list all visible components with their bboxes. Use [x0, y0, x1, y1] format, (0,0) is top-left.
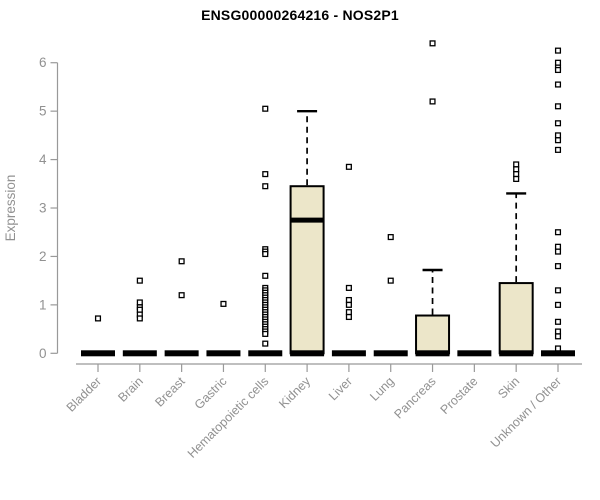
- outlier-point: [554, 103, 562, 110]
- outlier-point: [178, 258, 185, 265]
- outlier-point: [178, 292, 185, 299]
- outlier-point: [554, 345, 562, 352]
- outlier-point: [554, 59, 562, 66]
- boxplot-zero-bar: [248, 350, 283, 357]
- outlier-point: [513, 175, 520, 183]
- outlier-point: [554, 328, 562, 335]
- y-tick-label: 2: [39, 249, 47, 264]
- outlier-point: [262, 105, 269, 112]
- outlier-point: [554, 248, 562, 255]
- outlier-point: [220, 300, 227, 307]
- boxplot-zero-bar: [457, 350, 492, 357]
- x-tick-label: Pancreas: [391, 374, 438, 421]
- y-tick-label: 6: [39, 55, 47, 70]
- boxplot-zero-bar: [206, 350, 241, 357]
- outlier-point: [262, 272, 269, 279]
- x-tick-label: Hematopoietic cells: [185, 374, 272, 461]
- outlier-point: [136, 306, 143, 313]
- outlier-point: [345, 309, 352, 316]
- x-tick-label: Liver: [326, 374, 355, 403]
- outlier-point: [513, 171, 520, 178]
- boxplot-zero-bar: [81, 350, 115, 357]
- outlier-point: [554, 137, 562, 144]
- boxplot-box: [498, 282, 534, 355]
- outlier-point: [554, 81, 562, 88]
- boxplot-zero-bar: [540, 350, 575, 357]
- x-tick-label: Lung: [367, 374, 397, 404]
- boxplot-zero-bar: [164, 350, 199, 357]
- outlier-point: [136, 277, 143, 284]
- outlier-point: [345, 296, 352, 304]
- outlier-point: [262, 340, 269, 347]
- x-tick-label: Brain: [115, 374, 146, 405]
- y-axis-title: Expression: [3, 175, 18, 242]
- x-tick-label: Kidney: [276, 374, 313, 411]
- y-tick-label: 4: [39, 152, 47, 167]
- boxplot-zero-bar: [290, 350, 325, 357]
- y-tick-label: 3: [39, 201, 47, 216]
- x-tick-label: Prostate: [438, 374, 481, 417]
- outlier-point: [513, 161, 520, 168]
- boxplot-box: [415, 314, 451, 355]
- outlier-point: [429, 98, 436, 105]
- outlier-point: [387, 277, 394, 284]
- boxplot-zero-bar: [499, 350, 534, 357]
- outlier-point: [345, 301, 352, 308]
- outlier-point: [262, 330, 269, 337]
- x-tick-label: Breast: [152, 374, 188, 410]
- boxplot-median: [290, 217, 325, 223]
- outlier-point: [345, 284, 352, 291]
- outlier-point: [387, 234, 394, 241]
- outlier-point: [554, 120, 562, 127]
- outlier-point: [262, 171, 269, 178]
- boxplot-zero-bar: [415, 350, 450, 357]
- outlier-point: [554, 47, 562, 54]
- outlier-point: [554, 287, 562, 294]
- y-tick-label: 5: [39, 104, 47, 119]
- outlier-point: [345, 163, 352, 170]
- outlier-point: [554, 301, 562, 308]
- chart-title: ENSG00000264216 - NOS2P1: [201, 7, 399, 23]
- boxplot-box: [289, 185, 325, 355]
- boxplot-zero-bar: [373, 350, 408, 357]
- outlier-point: [94, 315, 102, 322]
- outlier-point: [136, 299, 143, 306]
- outlier-point: [554, 333, 562, 340]
- outlier-point: [262, 250, 269, 258]
- outlier-point: [554, 263, 562, 270]
- x-tick-label: Skin: [495, 374, 522, 401]
- outlier-point: [345, 313, 352, 321]
- x-tick-label: Gastric: [192, 374, 230, 412]
- x-tick-label: Bladder: [64, 374, 104, 414]
- y-tick-label: 1: [39, 297, 47, 312]
- outlier-point: [554, 132, 562, 139]
- outlier-point: [136, 315, 143, 322]
- boxplot-zero-bar: [122, 350, 157, 357]
- outlier-point: [554, 146, 562, 153]
- y-tick-label: 0: [39, 346, 47, 361]
- outlier-point: [513, 166, 520, 173]
- outlier-point: [429, 40, 436, 47]
- outlier-point: [554, 66, 562, 74]
- boxplot-zero-bar: [331, 350, 366, 357]
- outlier-point: [262, 183, 269, 190]
- outlier-point: [554, 318, 562, 325]
- outlier-point: [554, 243, 562, 250]
- outlier-point: [554, 229, 562, 236]
- x-tick-label: Unknown / Other: [488, 374, 564, 450]
